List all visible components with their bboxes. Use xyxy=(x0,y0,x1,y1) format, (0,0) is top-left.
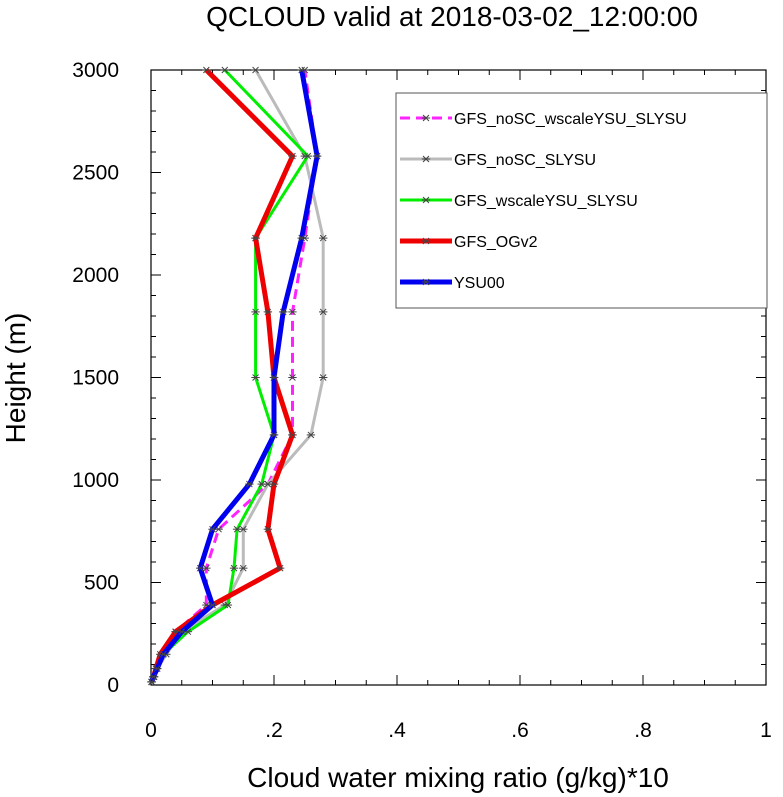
x-tick-label: .6 xyxy=(511,719,529,742)
y-tick-label: 1000 xyxy=(72,469,119,492)
legend-marker xyxy=(421,155,431,163)
x-tick-label: .8 xyxy=(634,719,652,742)
data-point xyxy=(319,234,328,242)
data-point xyxy=(202,66,211,74)
y-tick-label: 3000 xyxy=(72,59,119,82)
data-point xyxy=(306,431,316,439)
data-point xyxy=(223,601,233,609)
data-point xyxy=(229,564,239,572)
data-point xyxy=(263,525,273,533)
x-tick-label: .4 xyxy=(388,719,406,742)
legend-label-2: GFS_noSC_SLYSU xyxy=(454,152,596,169)
x-axis-label: Cloud water mixing ratio (g/kg)*10 xyxy=(247,762,669,793)
data-point xyxy=(208,525,217,533)
legend-box xyxy=(395,92,768,309)
series-line-4 xyxy=(149,68,295,683)
data-point xyxy=(257,480,266,488)
data-point xyxy=(279,308,288,316)
data-point xyxy=(159,650,168,658)
x-tick-label: .2 xyxy=(265,719,283,742)
data-point xyxy=(288,431,297,439)
data-point xyxy=(251,308,260,316)
data-point xyxy=(269,431,279,439)
plot-area: 0 .2 .4 .6 .8 1 0 500 1000 1500 2000 2500 3000 xyxy=(72,59,772,742)
data-point xyxy=(147,678,156,686)
y-tick-label: 2000 xyxy=(72,264,119,287)
data-point xyxy=(251,66,260,74)
data-point xyxy=(149,673,158,681)
data-point xyxy=(245,480,254,488)
data-point xyxy=(312,152,322,160)
data-point xyxy=(177,628,186,636)
legend-label-1: GFS_noSC_wscaleYSU_SLYSU xyxy=(454,111,687,128)
y-tick-label: 500 xyxy=(84,572,119,595)
legend-label-5: YSU00 xyxy=(454,275,505,292)
x-tick-label: 0 xyxy=(145,719,157,742)
data-point xyxy=(239,564,248,572)
chart-title: QCLOUD valid at 2018-03-02_12:00:00 xyxy=(206,1,698,32)
data-point xyxy=(220,66,229,74)
data-point xyxy=(319,308,328,316)
data-point xyxy=(232,525,242,533)
data-point xyxy=(269,374,279,381)
legend-marker xyxy=(421,278,431,286)
legend-marker xyxy=(421,114,431,122)
data-point xyxy=(288,152,297,160)
y-axis-label: Height (m) xyxy=(0,313,31,444)
data-point xyxy=(288,308,297,316)
y-tick-label: 0 xyxy=(107,674,119,697)
y-tick-label: 2500 xyxy=(72,162,119,185)
data-point xyxy=(275,564,285,572)
data-point xyxy=(196,564,205,572)
series-markers-5 xyxy=(147,66,322,686)
data-point xyxy=(297,234,306,242)
data-point xyxy=(251,234,260,242)
legend-label-4: GFS_OGv2 xyxy=(454,234,538,251)
data-point xyxy=(303,152,313,160)
data-point xyxy=(263,308,273,316)
y-tick-label: 1500 xyxy=(72,367,119,390)
data-point xyxy=(251,374,260,381)
data-point xyxy=(208,601,217,609)
data-point xyxy=(269,480,279,488)
series-line-3 xyxy=(150,68,310,683)
x-tick-label: 1 xyxy=(760,719,772,742)
legend: GFS_noSC_wscaleYSU_SLYSU GFS_noSC_SLYSU GF… xyxy=(395,92,768,309)
legend-label-3: GFS_wscaleYSU_SLYSU xyxy=(454,193,638,210)
data-point xyxy=(297,66,306,74)
legend-marker xyxy=(421,237,431,245)
data-point xyxy=(152,665,162,672)
legend-marker xyxy=(421,196,431,204)
data-point xyxy=(319,374,328,381)
data-point xyxy=(288,374,297,381)
